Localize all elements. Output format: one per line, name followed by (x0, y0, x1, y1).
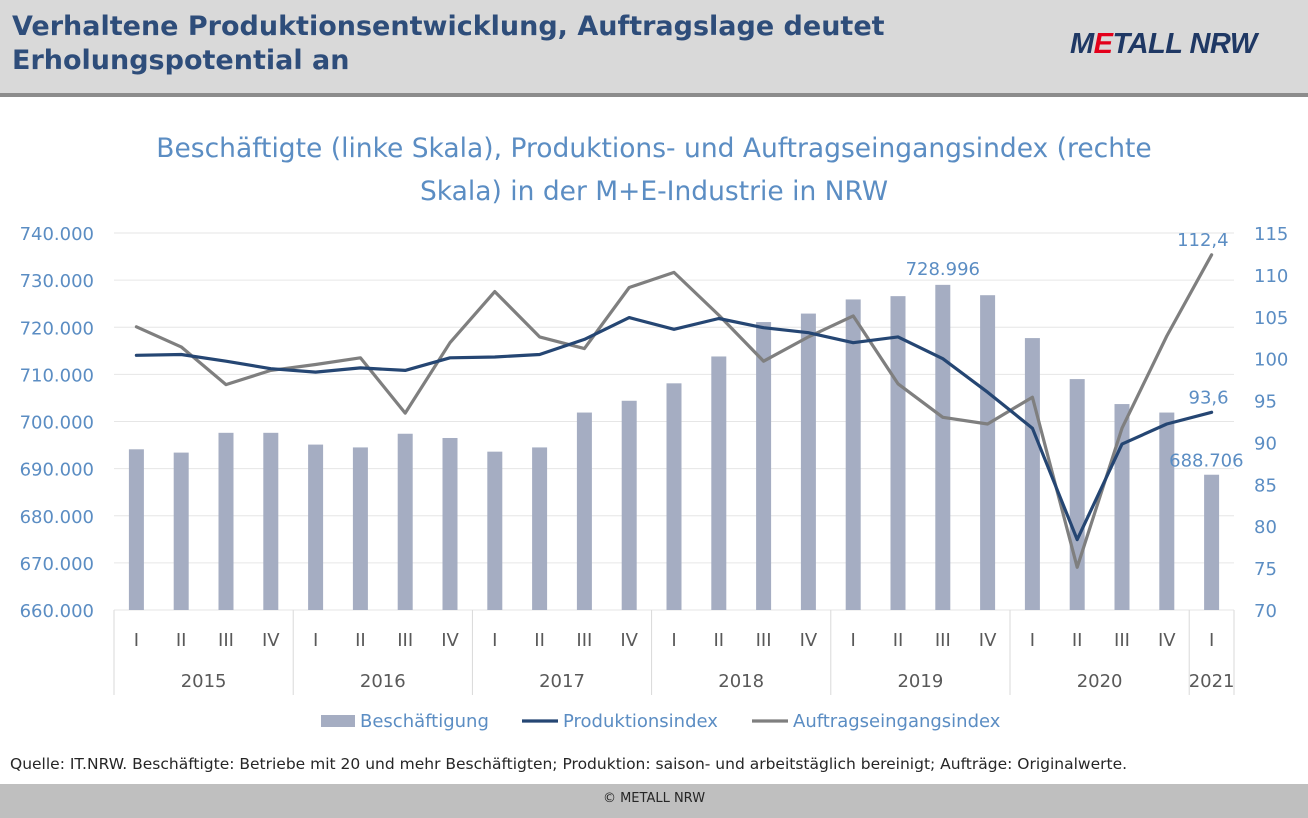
x-tick-label: II (534, 630, 545, 651)
x-group-label: 2016 (360, 671, 406, 692)
x-tick-label: I (851, 630, 856, 651)
x-tick-label: III (576, 630, 592, 651)
legend-swatch-beschaeftigung (321, 715, 355, 727)
x-tick-label: I (1030, 630, 1035, 651)
data-label: 728.996 (906, 259, 980, 280)
chart-title-line: Skala) in der M+E-Industrie in NRW (420, 176, 888, 207)
bar-beschaeftigung (532, 447, 548, 610)
x-group-label: 2015 (181, 671, 227, 692)
bar-beschaeftigung (1114, 404, 1130, 610)
bar-beschaeftigung (173, 452, 189, 610)
data-label: 93,6 (1189, 387, 1229, 408)
right-axis-tick-label: 75 (1254, 559, 1277, 580)
data-label: 112,4 (1177, 230, 1229, 251)
x-tick-label: I (134, 630, 139, 651)
left-axis-tick-label: 710.000 (20, 365, 94, 386)
right-axis-tick-label: 105 (1254, 308, 1288, 329)
bar-beschaeftigung (352, 447, 368, 610)
bar-beschaeftigung (442, 437, 458, 610)
bar-beschaeftigung (935, 284, 951, 610)
x-group-label: 2019 (897, 671, 943, 692)
legend-label-beschaeftigung: Beschäftigung (360, 711, 489, 732)
left-axis-tick-label: 730.000 (20, 271, 94, 292)
bar-beschaeftigung (576, 412, 592, 610)
bar-beschaeftigung (1069, 379, 1085, 610)
bar-beschaeftigung (128, 449, 144, 610)
bar-beschaeftigung (890, 296, 906, 610)
right-axis-tick-label: 80 (1254, 517, 1277, 538)
right-axis-tick-label: 115 (1254, 224, 1288, 245)
x-tick-label: II (176, 630, 187, 651)
bar-beschaeftigung (1024, 338, 1040, 610)
left-axis-tick-label: 660.000 (20, 601, 94, 622)
x-group-label: 2018 (718, 671, 764, 692)
bar-beschaeftigung (397, 433, 413, 610)
right-axis-tick-label: 100 (1254, 350, 1288, 371)
line-auftragseingangsindex (134, 253, 1214, 569)
left-axis-tick-label: 700.000 (20, 413, 94, 434)
bar-beschaeftigung (800, 313, 816, 610)
bar-beschaeftigung (487, 451, 503, 610)
logo-text-e: E (1093, 28, 1113, 60)
x-tick-label: IV (979, 630, 997, 651)
x-tick-label: III (1114, 630, 1130, 651)
left-axis-tick-label: 680.000 (20, 507, 94, 528)
x-tick-label: IV (1158, 630, 1176, 651)
bar-beschaeftigung (263, 432, 279, 610)
x-tick-label: III (218, 630, 234, 651)
x-group-label: 2021 (1189, 671, 1235, 692)
bar-beschaeftigung (980, 295, 996, 610)
right-axis-tick-label: 95 (1254, 392, 1277, 413)
x-tick-label: II (355, 630, 366, 651)
logo-text-m: M (1070, 28, 1094, 60)
bar-beschaeftigung (308, 444, 324, 610)
x-tick-label: III (935, 630, 951, 651)
x-tick-label: I (492, 630, 497, 651)
x-tick-label: II (893, 630, 904, 651)
x-tick-label: I (671, 630, 676, 651)
bar-beschaeftigung (711, 356, 727, 610)
legend-label-produktionsindex: Produktionsindex (563, 711, 718, 732)
bar-beschaeftigung (666, 383, 682, 610)
x-tick-label: IV (441, 630, 459, 651)
legend-label-auftragseingangsindex: Auftragseingangsindex (793, 711, 1001, 732)
right-axis-tick-label: 85 (1254, 475, 1277, 496)
x-tick-label: II (1072, 630, 1083, 651)
bar-beschaeftigung (756, 322, 772, 610)
left-axis-tick-label: 720.000 (20, 318, 94, 339)
x-group-label: 2020 (1077, 671, 1123, 692)
footer-bar (0, 784, 1308, 818)
x-tick-label: II (713, 630, 724, 651)
chart-title-line: Beschäftigte (linke Skala), Produktions-… (156, 133, 1151, 164)
left-axis-tick-label: 670.000 (20, 554, 94, 575)
combo-chart: Beschäftigte (linke Skala), Produktions-… (20, 133, 1289, 732)
page-title: Verhaltene Produktionsentwicklung, Auftr… (12, 11, 885, 76)
right-axis-tick-label: 110 (1254, 266, 1288, 287)
x-tick-label: IV (620, 630, 638, 651)
header-divider (0, 93, 1308, 97)
source-note: Quelle: IT.NRW. Beschäftigte: Betriebe m… (10, 755, 1128, 773)
bar-beschaeftigung (1204, 474, 1220, 610)
metall-nrw-logo: METALL NRW (1070, 28, 1257, 61)
logo-text-rest: TALL NRW (1112, 28, 1258, 60)
header-bar (0, 0, 1308, 93)
bar-beschaeftigung (621, 400, 637, 610)
x-tick-label: III (756, 630, 772, 651)
line-produktionsindex (134, 316, 1214, 542)
x-tick-label: I (1209, 630, 1214, 651)
data-label: 688.706 (1169, 451, 1243, 472)
bar-beschaeftigung (1159, 412, 1175, 610)
x-group-label: 2017 (539, 671, 585, 692)
bar-beschaeftigung (218, 432, 234, 610)
right-axis-tick-label: 70 (1254, 601, 1277, 622)
x-tick-label: IV (800, 630, 818, 651)
right-axis-tick-label: 90 (1254, 433, 1277, 454)
x-tick-label: I (313, 630, 318, 651)
x-tick-label: III (397, 630, 413, 651)
copyright-text: © METALL NRW (602, 791, 706, 806)
left-axis-tick-label: 740.000 (20, 224, 94, 245)
bar-beschaeftigung (845, 299, 861, 610)
left-axis-tick-label: 690.000 (20, 460, 94, 481)
x-tick-label: IV (262, 630, 280, 651)
